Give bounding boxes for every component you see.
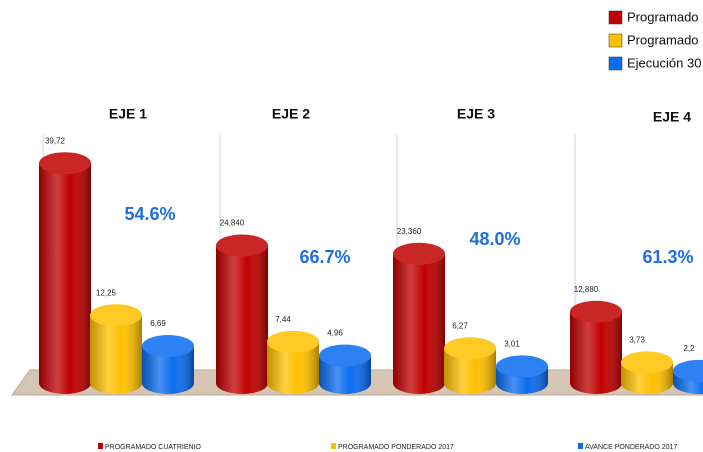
bar xyxy=(393,242,445,394)
top-legend-swatch xyxy=(608,10,623,25)
bar xyxy=(621,351,673,394)
bar-shade xyxy=(393,253,445,394)
bar-top xyxy=(319,344,371,367)
bar-top xyxy=(496,355,548,378)
bar xyxy=(142,334,194,394)
bar-shade xyxy=(319,355,371,394)
value-label: 12,880 xyxy=(574,285,599,294)
value-label: 39,72 xyxy=(45,136,66,145)
group-title: EJE 3 xyxy=(457,106,495,122)
top-legend-label: Programado xyxy=(627,9,699,24)
bar-top-shade xyxy=(267,330,319,353)
legend-swatch xyxy=(98,443,103,449)
bar-top xyxy=(444,337,496,360)
bar-top xyxy=(393,242,445,265)
percent-label: 61.3% xyxy=(642,247,693,267)
value-label: 7,44 xyxy=(275,315,291,324)
value-label: 3,73 xyxy=(629,335,645,344)
bar-shade xyxy=(39,163,91,394)
bar xyxy=(496,355,548,394)
bar-top xyxy=(267,330,319,353)
legend-label: AVANCE PONDERADO 2017 xyxy=(585,444,677,451)
value-label: 24,840 xyxy=(220,219,245,228)
bar-top-shade xyxy=(39,152,91,175)
value-label: 2,2 xyxy=(683,344,695,353)
bar xyxy=(267,330,319,394)
percent-label: 54.6% xyxy=(124,204,175,224)
bar-top-shade xyxy=(319,344,371,367)
value-label: 4,96 xyxy=(327,329,343,338)
group-title: EJE 1 xyxy=(109,106,147,122)
group-title: EJE 4 xyxy=(653,109,691,125)
value-label: 3,01 xyxy=(504,339,520,348)
legend-label: PROGRAMADO PONDERADO 2017 xyxy=(338,444,454,451)
bar-shade xyxy=(570,311,622,394)
bar-top-shade xyxy=(393,242,445,265)
bar xyxy=(39,152,91,394)
bar-top-shade xyxy=(570,300,622,323)
bar-shade xyxy=(142,345,194,394)
bar-shade xyxy=(216,245,268,394)
percent-label: 48.0% xyxy=(469,229,520,249)
bar-top xyxy=(673,359,703,382)
bar-top-shade xyxy=(90,304,142,327)
legend-label: PROGRAMADO CUATRIENIO xyxy=(105,444,201,451)
top-legend-label: Programado xyxy=(627,32,699,47)
bar-top-shade xyxy=(444,337,496,360)
bar-top-shade xyxy=(142,334,194,357)
bar xyxy=(90,304,142,394)
bar-shade xyxy=(444,348,496,394)
bar xyxy=(216,234,268,394)
bar-shade xyxy=(267,341,319,394)
bar xyxy=(444,337,496,394)
bar-top-shade xyxy=(496,355,548,378)
bar xyxy=(570,300,622,394)
bar-top-shade xyxy=(673,359,703,382)
bar-top xyxy=(216,234,268,257)
value-label: 12,25 xyxy=(96,288,117,297)
bar-shade xyxy=(90,315,142,394)
bar xyxy=(319,344,371,394)
percent-label: 66.7% xyxy=(299,247,350,267)
bar-top xyxy=(621,351,673,374)
bar-top xyxy=(570,300,622,323)
top-legend-label: Ejecución 30 xyxy=(627,55,701,70)
top-legend-swatch xyxy=(608,33,623,48)
bar xyxy=(673,359,703,394)
bar-top-shade xyxy=(216,234,268,257)
value-label: 6,27 xyxy=(452,321,468,330)
bar-top xyxy=(39,152,91,175)
legend-swatch xyxy=(331,443,336,449)
value-label: 6,69 xyxy=(150,319,166,328)
value-label: 23,360 xyxy=(397,227,422,236)
top-legend-swatch xyxy=(608,56,623,71)
bar-top xyxy=(90,304,142,327)
bar-top-shade xyxy=(621,351,673,374)
group-title: EJE 2 xyxy=(272,106,310,122)
bar-top xyxy=(142,334,194,357)
legend-swatch xyxy=(578,443,583,449)
